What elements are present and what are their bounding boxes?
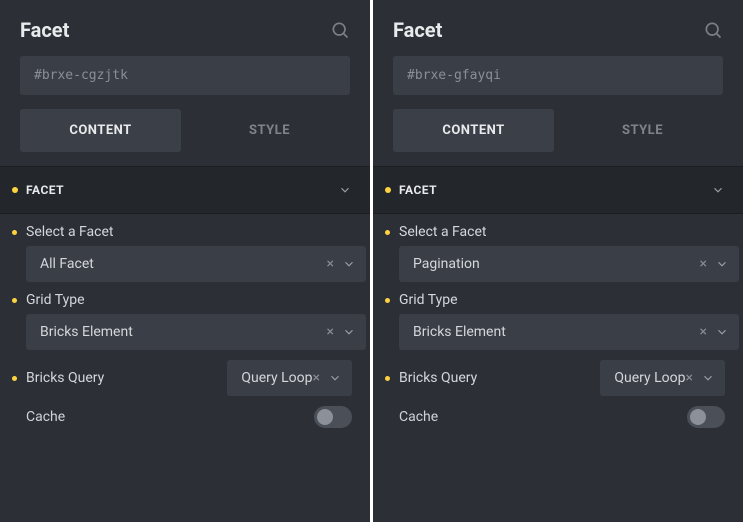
select-grid-type-dropdown[interactable]: Bricks Element × [26,314,366,350]
label-text: Select a Facet [399,224,487,240]
control-select-facet: Select a Facet Pagination × [385,224,725,282]
select-value: All Facet [40,256,327,272]
element-panel: Facet CONTENT STYLE FACET Select a Facet [0,0,370,522]
panel-title: Facet [393,18,442,42]
changed-dot-icon [12,230,17,235]
select-grid-type-dropdown[interactable]: Bricks Element × [399,314,739,350]
chevron-down-icon [338,183,352,197]
select-facet-dropdown[interactable]: All Facet × [26,246,366,282]
changed-dot-icon [12,298,17,303]
control-grid-type: Grid Type Bricks Element × [12,292,352,350]
toggle-knob [690,409,706,425]
element-id-input[interactable] [20,56,350,95]
changed-dot-icon [385,376,390,381]
select-value: Bricks Element [40,324,327,340]
panel-header: Facet [0,0,370,56]
control-label: Bricks Query [12,370,104,386]
clear-icon[interactable]: × [327,325,334,339]
clear-icon[interactable]: × [700,325,707,339]
control-label: Grid Type [12,292,85,308]
label-text: Bricks Query [26,370,104,386]
chevron-down-icon [328,371,342,385]
control-select-facet: Select a Facet All Facet × [12,224,352,282]
chevron-down-icon [701,371,715,385]
select-bricks-query-dropdown[interactable]: Query Loop × [227,360,352,396]
chevron-down-icon [715,257,729,271]
section-label: FACET [26,183,338,197]
controls: Select a Facet Pagination × Grid Type [373,214,743,444]
element-id-input[interactable] [393,56,723,95]
tab-content[interactable]: CONTENT [393,109,554,152]
chevron-down-icon [711,183,725,197]
label-text: Grid Type [26,292,85,308]
section-header-facet[interactable]: FACET [0,166,370,214]
chevron-down-icon [342,325,356,339]
toggle-knob [317,409,333,425]
control-label: Select a Facet [385,224,487,240]
control-cache: Cache [385,406,725,428]
search-icon[interactable] [703,20,723,40]
section-dot-icon [12,187,18,193]
tab-style[interactable]: STYLE [562,109,723,152]
clear-icon[interactable]: × [700,257,707,271]
control-label: Cache [385,409,438,425]
select-value: Bricks Element [413,324,700,340]
control-label: Cache [12,409,65,425]
label-text: Grid Type [399,292,458,308]
control-cache: Cache [12,406,352,428]
cache-toggle[interactable] [314,406,352,428]
tabs: CONTENT STYLE [0,109,370,166]
section-header-facet[interactable]: FACET [373,166,743,214]
changed-dot-icon [385,230,390,235]
section-dot-icon [385,187,391,193]
control-bricks-query: Bricks Query Query Loop × [12,360,352,396]
controls: Select a Facet All Facet × Grid Type [0,214,370,444]
clear-icon[interactable]: × [313,371,320,385]
panel-header: Facet [373,0,743,56]
chevron-down-icon [342,257,356,271]
select-value: Query Loop [614,370,685,386]
id-row [0,56,370,109]
select-value: Pagination [413,256,700,272]
clear-icon[interactable]: × [327,257,334,271]
changed-dot-icon [385,298,390,303]
element-panel: Facet CONTENT STYLE FACET Select a Facet [373,0,743,522]
select-facet-dropdown[interactable]: Pagination × [399,246,739,282]
select-bricks-query-dropdown[interactable]: Query Loop × [600,360,725,396]
control-label: Select a Facet [12,224,114,240]
tab-style[interactable]: STYLE [189,109,350,152]
panel-title: Facet [20,18,69,42]
section-label: FACET [399,183,711,197]
label-text: Bricks Query [399,370,477,386]
id-row [373,56,743,109]
cache-toggle[interactable] [687,406,725,428]
search-icon[interactable] [330,20,350,40]
tab-content[interactable]: CONTENT [20,109,181,152]
chevron-down-icon [715,325,729,339]
select-value: Query Loop [241,370,312,386]
changed-dot-icon [12,376,17,381]
tabs: CONTENT STYLE [373,109,743,166]
control-bricks-query: Bricks Query Query Loop × [385,360,725,396]
clear-icon[interactable]: × [686,371,693,385]
control-label: Bricks Query [385,370,477,386]
control-grid-type: Grid Type Bricks Element × [385,292,725,350]
control-label: Grid Type [385,292,458,308]
label-text: Select a Facet [26,224,114,240]
